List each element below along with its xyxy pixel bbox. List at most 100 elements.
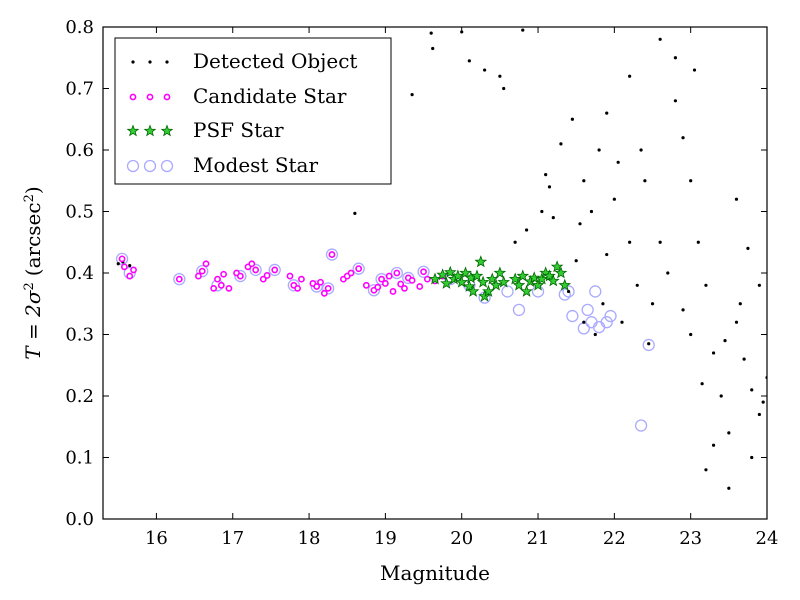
legend-candidate-star-point [163,93,171,101]
detected-object-point [719,394,723,398]
candidate-star-point [385,272,393,280]
modest-star-point [634,419,648,432]
candidate-star-point [202,260,210,268]
y-tick-label: 0.3 [65,325,94,346]
y-axis-label-unit: (arcsec [21,202,45,276]
psf-star-point [476,275,490,288]
candidate-star-point [416,283,424,290]
candidate-star-point [195,272,202,280]
y-tick-label: 0.6 [65,140,94,161]
legend-item-candidate: Candidate Star [129,84,347,108]
detected-object-point [128,264,132,268]
modest-star-point [417,265,430,278]
modest-star-point [577,322,590,335]
detected-object-point [666,271,670,275]
legend-modest-star-point [126,159,140,173]
detected-object-point [582,179,586,183]
candidate-star-point [248,260,256,268]
psf-star-point [554,266,568,279]
detected-object-point [605,252,609,257]
detected-object-point [647,342,651,346]
psf-star-point [436,268,449,281]
candidate-star-point [210,284,218,292]
x-tick-label: 23 [679,528,702,549]
x-tick-label: 19 [374,528,397,549]
x-tick-label: 18 [298,528,321,549]
detected-object-point [727,431,731,435]
detected-object-point [544,173,548,177]
psf-star-point [485,272,499,285]
detected-object-point [734,320,739,324]
legend-psf-star-point [160,124,174,137]
detected-object-point [658,240,662,244]
modest-star-point [352,262,365,275]
legend-psf-star-point [126,124,140,137]
modest-star-point [600,316,613,329]
detected-object-point [635,283,639,287]
legend-marker-candidate [129,93,171,101]
modest-star-point [196,265,209,278]
detected-object-point-group [116,28,767,490]
y-tick-label: 0.8 [65,17,94,38]
y-axis-label: T = 2σ2(arcsec2) [21,186,45,359]
y-axis-label-sup: 2 [22,282,37,290]
legend-marker-modest [126,159,174,173]
legend-label-detected: Detected Object [193,49,357,73]
detected-object-point [429,31,433,35]
modest-star-point [581,303,594,317]
candidate-star-point [423,275,431,283]
modest-star-point [287,279,300,292]
candidate-star-point [420,268,427,276]
legend-modest-star-point [143,159,157,173]
psf-star-point [451,269,465,282]
detected-object-point [605,111,609,115]
detected-object-point [757,283,761,287]
modest-star-point [321,282,335,295]
psf-star-point [474,255,488,268]
y-axis-label-close: ) [21,186,45,194]
detected-object-point [116,262,120,266]
detected-object-point [559,142,563,146]
modest-star-point [501,285,514,298]
modest-star-point [310,280,323,293]
psf-star-point [455,275,469,288]
y-tick-label: 0.4 [65,263,94,284]
legend-item-modest: Modest Star [126,153,318,177]
detected-object-point [410,93,414,97]
detected-object-point [757,412,761,417]
psf-star-point [497,275,511,288]
candidate-star-point [286,272,294,280]
candidate-star-point [317,278,324,286]
y-axis-label-main: T = 2σ [21,289,45,360]
modest-star-point [604,309,617,323]
psf-star-point [493,266,507,279]
data-points [115,28,767,490]
detected-object-point [628,240,632,244]
detected-object-point [597,148,601,152]
candidate-star-point [126,272,134,280]
modest-star-point [562,285,575,298]
candidate-star-point [130,266,137,274]
psf-star-point [470,269,484,282]
legend-item-detected: Detected Object [131,49,357,73]
detected-object-point [601,302,605,306]
detected-object-point [628,74,632,78]
psf-star-point [466,284,480,297]
detected-object-point [734,197,739,201]
detected-object-point [681,136,685,140]
x-axis-label: Magnitude [380,561,490,585]
detected-object-point [723,339,727,343]
candidate-star-point [259,275,267,283]
psf-star-point-group [428,255,572,302]
modest-star-point [642,338,655,352]
candidate-star-point [328,251,336,258]
candidate-star-point [225,284,233,292]
detected-object-point [547,185,552,189]
legend-detected-object-point [165,60,169,64]
legend-marker-psf [126,124,174,137]
psf-star-point [508,272,522,285]
detected-object-point [650,302,655,306]
detected-object-point [750,388,754,392]
candidate-star-point [320,289,328,297]
